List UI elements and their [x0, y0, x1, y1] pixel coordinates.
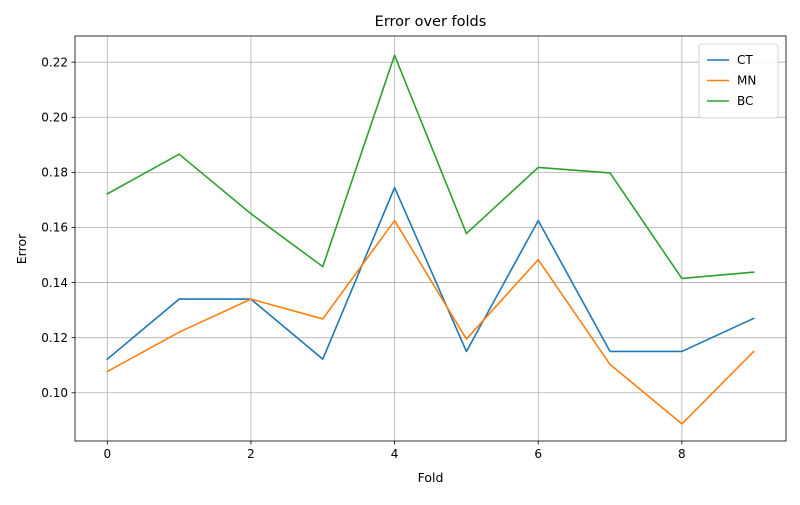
y-axis-label: Error: [14, 233, 29, 264]
legend-label-mn: MN: [737, 74, 756, 88]
y-tick-label: 0.20: [41, 110, 68, 124]
grid-lines: [75, 36, 786, 441]
series-line-ct: [106, 186, 755, 361]
legend-label-ct: CT: [737, 53, 753, 67]
axes: 0 2 4 6 8 0.10 0.12 0.14 0.16 0.18 0.20 0.22: [41, 35, 787, 461]
y-tick-label: 0.18: [41, 166, 68, 180]
x-tick-label: 0: [103, 447, 111, 461]
x-tick-label: 8: [678, 447, 686, 461]
y-tick-label: 0.16: [41, 221, 68, 235]
x-tick-label: 6: [534, 447, 542, 461]
legend: CT MN BC: [698, 43, 779, 119]
plot-frame: [74, 35, 787, 442]
y-tick-label: 0.14: [41, 276, 68, 290]
legend-label-bc: BC: [737, 94, 753, 108]
x-tick-label: 2: [247, 447, 255, 461]
series-line-bc: [106, 54, 755, 280]
y-tick-label: 0.10: [41, 386, 68, 400]
y-tick-label: 0.22: [41, 55, 68, 69]
chart-title: Error over folds: [375, 14, 487, 30]
legend-box: [698, 43, 779, 119]
y-tick-label: 0.12: [41, 331, 68, 345]
x-tick-label: 4: [391, 447, 399, 461]
x-axis-label: Fold: [418, 470, 444, 485]
series-line-mn: [106, 219, 755, 425]
series-lines: [106, 54, 755, 425]
